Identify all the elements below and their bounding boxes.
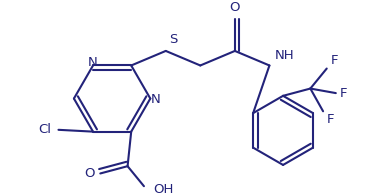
- Text: F: F: [330, 54, 338, 67]
- Text: O: O: [230, 1, 240, 14]
- Text: F: F: [327, 113, 334, 126]
- Text: S: S: [170, 33, 178, 46]
- Text: OH: OH: [153, 183, 174, 196]
- Text: N: N: [88, 56, 98, 69]
- Text: NH: NH: [275, 49, 294, 62]
- Text: Cl: Cl: [38, 123, 51, 136]
- Text: F: F: [339, 87, 347, 100]
- Text: O: O: [84, 167, 95, 180]
- Text: N: N: [151, 93, 161, 106]
